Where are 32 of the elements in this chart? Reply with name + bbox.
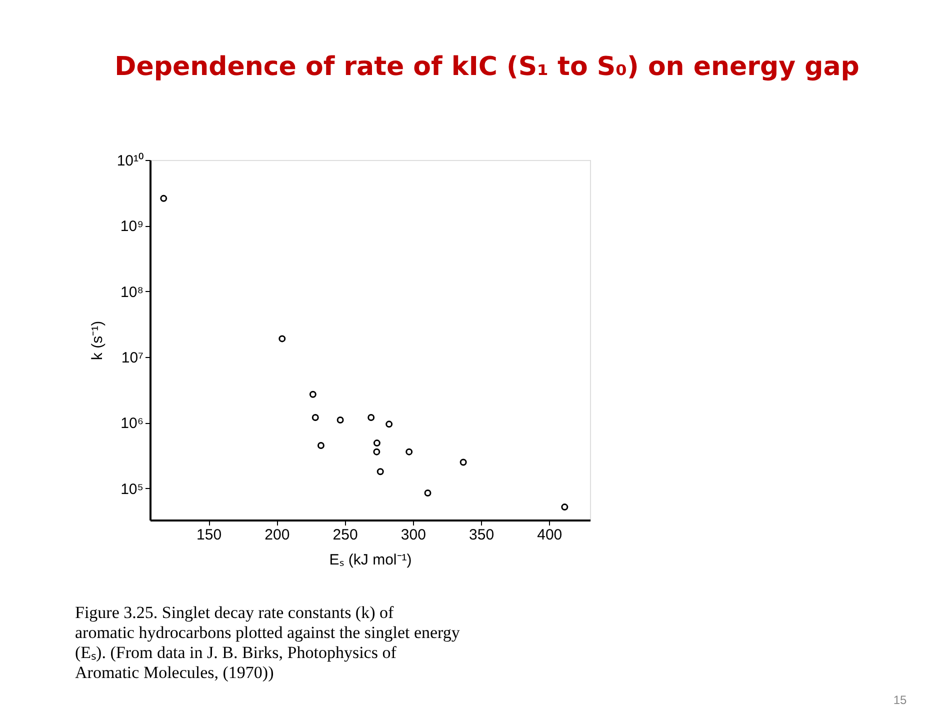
point [278,335,286,342]
point [376,468,384,476]
point [561,504,568,511]
x-tick-label: 400 [537,526,562,544]
y-tick-label: 10¹⁰ [116,152,144,170]
y-tick-label: 10⁷ [121,350,144,367]
point [336,416,344,424]
x-tick-label: 350 [469,526,494,544]
y-tick-label: 10⁵ [120,480,144,498]
point [312,414,319,421]
y-tick-label: 10⁶ [120,415,144,432]
x-axis-title: Eₛ (kJ mol⁻¹) [329,552,412,568]
x-tick-label: 300 [400,526,426,544]
point [406,448,413,456]
y-tick-label: 10⁸ [120,284,144,301]
y-tick-label: 10⁹ [120,218,144,236]
point [373,440,380,447]
point [368,414,375,421]
y-axis-title: k (s⁻¹) [88,320,106,360]
caption: Figure 3.25. Singlet decay rate constants (k) of aromatic hydrocarbons plotted against the singlet energy (Eₛ). (From data in J. B. Birks, Photophysics of Aromatic Molecules, (1970)) [75,603,460,682]
chart-title: Dependence of rate of kIC (S₁ to S₀) on energy gap [114,52,860,82]
text: 15 [893,693,907,707]
point [373,448,380,456]
point [386,420,393,428]
point [317,442,324,449]
x-tick-label: 200 [264,526,290,544]
x-tick-label: 250 [332,526,358,544]
point [460,458,467,466]
x-tick-label: 150 [196,526,222,544]
point [160,194,168,202]
point [424,490,432,496]
point [309,390,316,398]
